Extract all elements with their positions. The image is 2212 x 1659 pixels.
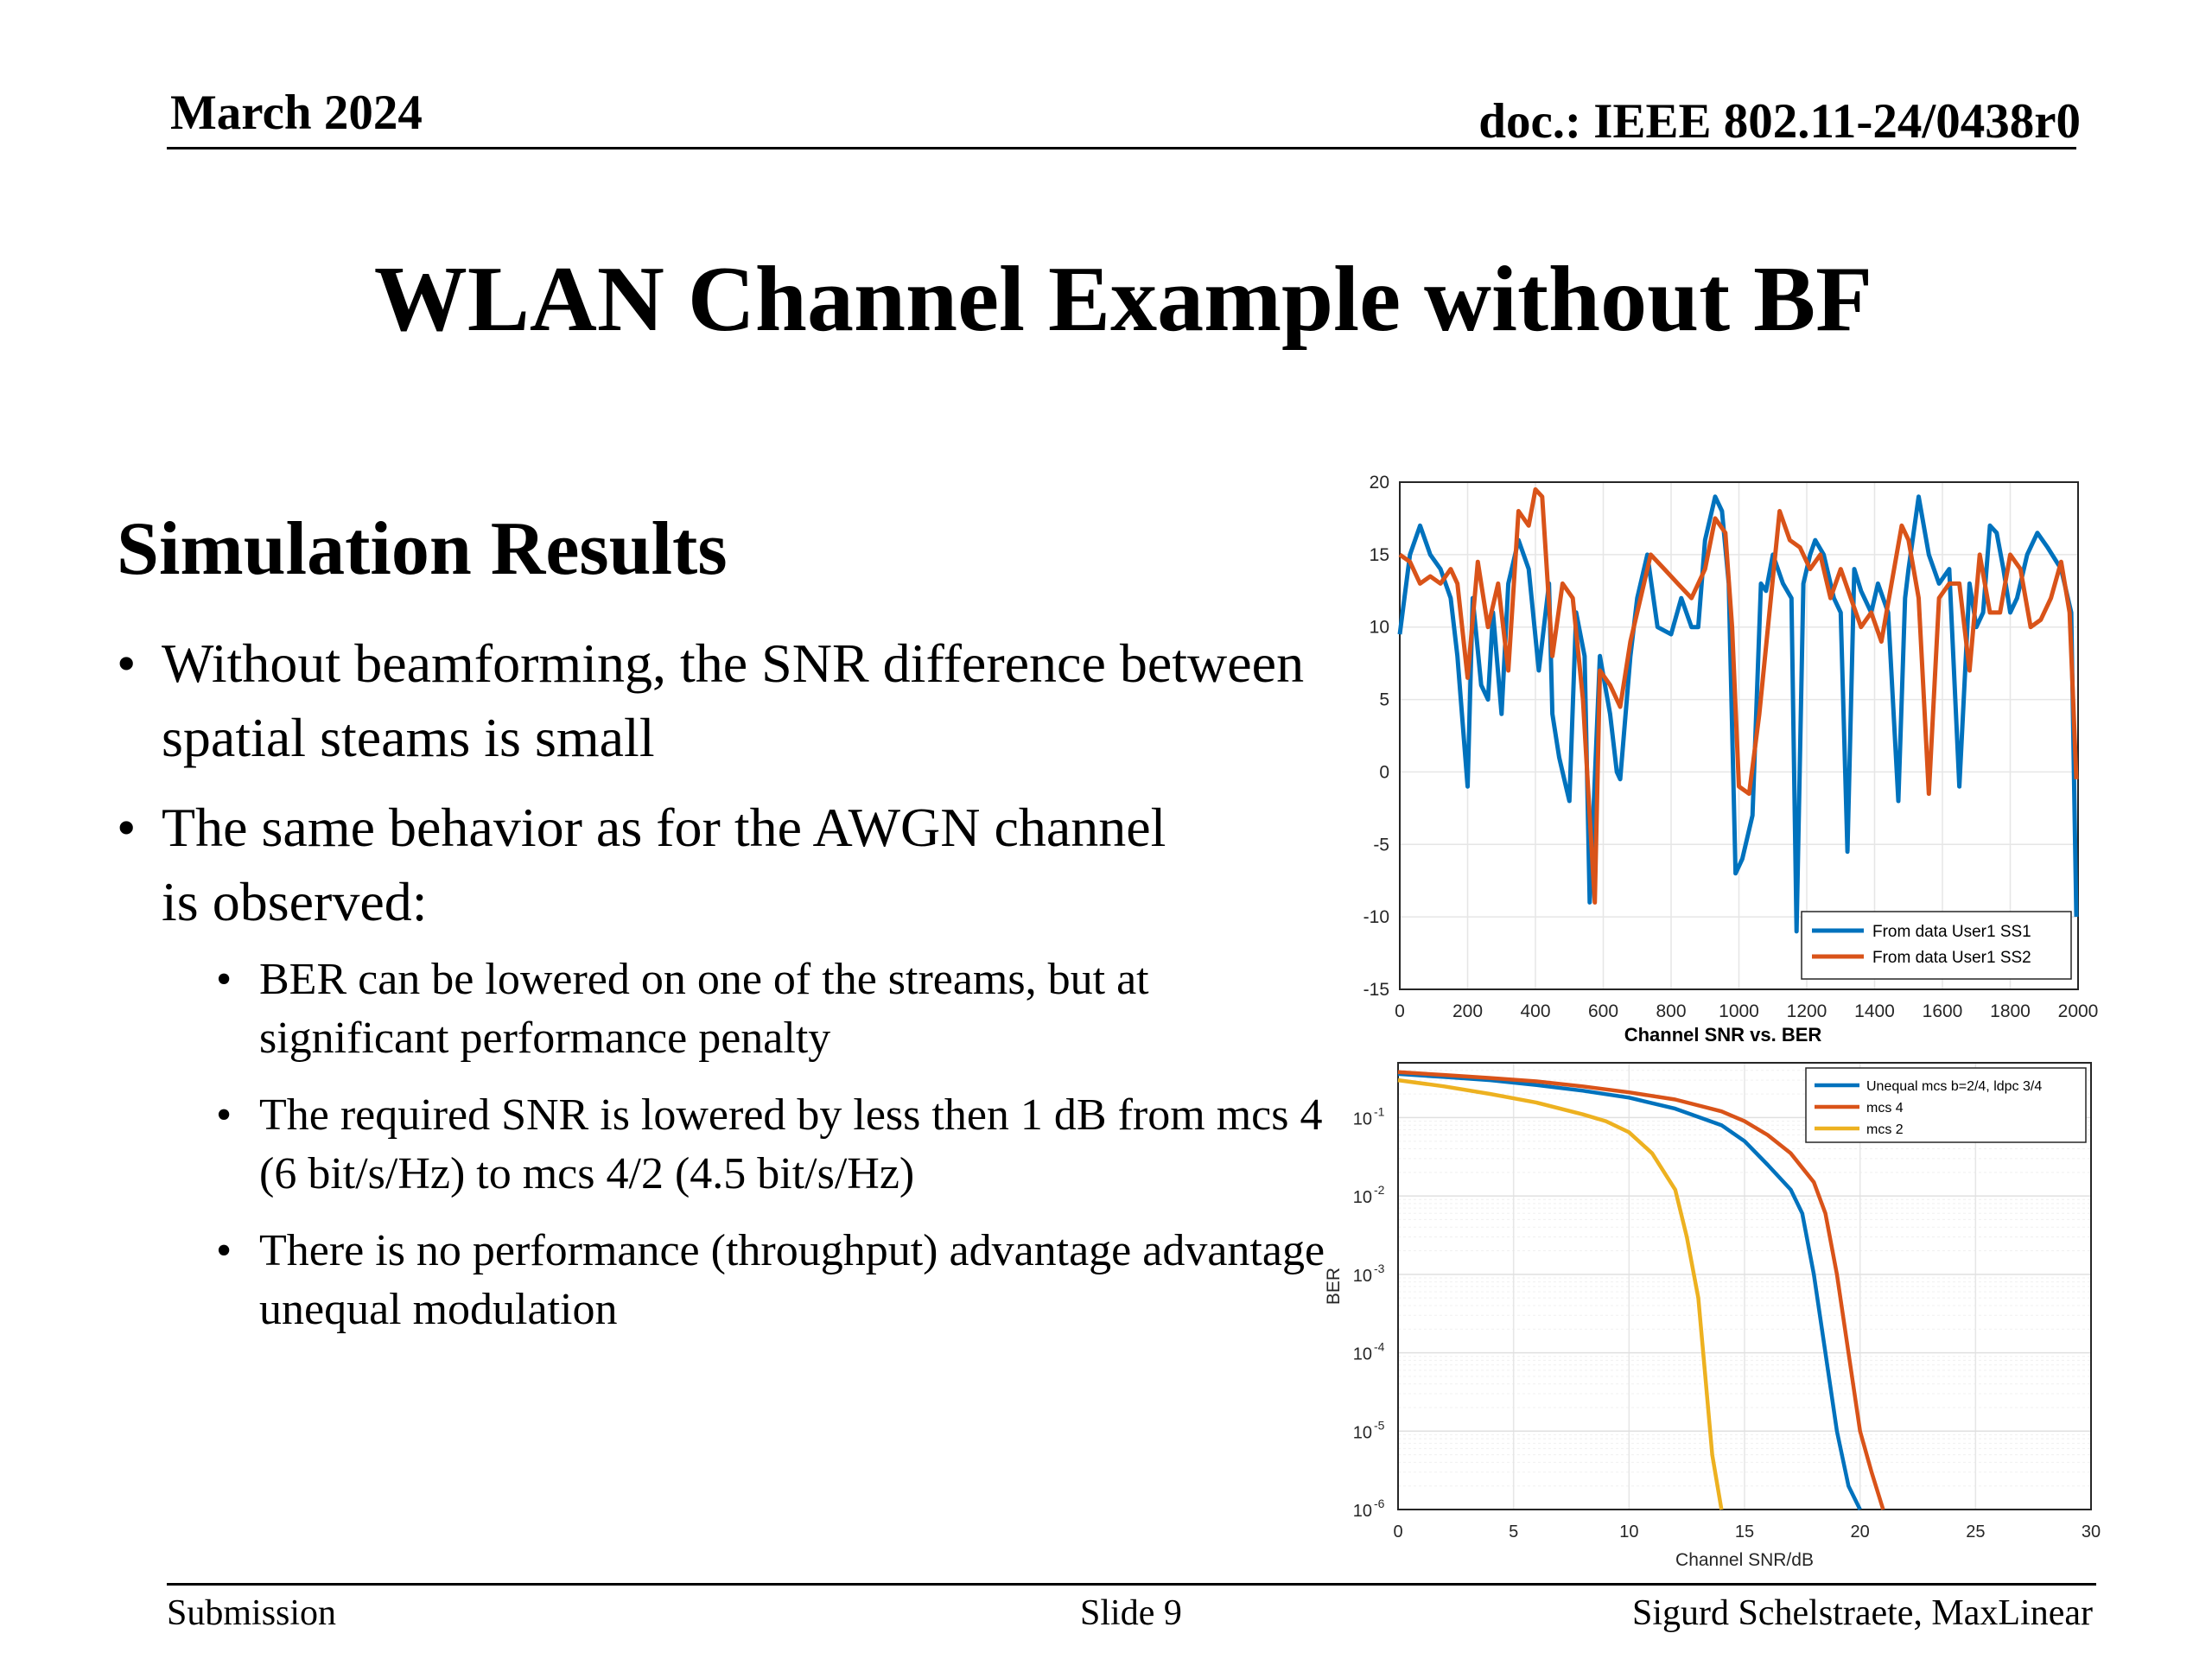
y-tick-exponent: -2 <box>1374 1183 1385 1197</box>
y-tick-label: 0 <box>1379 762 1389 782</box>
plot-frame <box>1399 481 2079 990</box>
legend-label: Unequal mcs b=2/4, ldpc 3/4 <box>1866 1079 2042 1094</box>
x-tick-label: 1200 <box>1787 1001 1827 1021</box>
y-tick-label: 10 <box>1370 618 1389 638</box>
footer-author: Sigurd Schelstraete, MaxLinear <box>1632 1593 2093 1633</box>
sub-bullet-1-text: BER can be lowered on one of the streams… <box>259 955 1149 1063</box>
sub-bullet-3-text: There is no performance (throughput) adv… <box>259 1226 1325 1334</box>
sub-bullet-dot: • <box>216 955 232 1004</box>
header-doc-id: doc.: IEEE 802.11-24/0438r0 <box>1478 94 2081 149</box>
footer-rule <box>167 1583 2096 1586</box>
header-date: March 2024 <box>170 86 423 140</box>
x-tick-label: 600 <box>1588 1001 1618 1021</box>
x-tick-label: 5 <box>1509 1522 1518 1541</box>
bullet-dot: • <box>117 797 137 858</box>
y-tick-base: 10 <box>1353 1345 1372 1364</box>
y-tick-base: 10 <box>1353 1109 1372 1128</box>
y-tick-exponent: -4 <box>1374 1340 1385 1354</box>
chart-title: Channel SNR vs. BER <box>1624 1024 1822 1046</box>
legend-label: mcs 2 <box>1866 1122 1904 1137</box>
y-tick-base: 10 <box>1353 1423 1372 1442</box>
x-tick-label: 25 <box>1966 1522 1985 1541</box>
x-tick-label: 400 <box>1520 1001 1550 1021</box>
legend-label: From data User1 SS1 <box>1872 923 2031 941</box>
x-tick-label: 20 <box>1851 1522 1870 1541</box>
y-tick-exponent: -5 <box>1374 1418 1385 1432</box>
x-tick-label: 1400 <box>1854 1001 1895 1021</box>
y-tick-exponent: -1 <box>1374 1104 1385 1118</box>
footer-submission: Submission <box>167 1593 337 1633</box>
series-line-1 <box>1397 1071 1862 1510</box>
y-tick-exponent: -3 <box>1374 1262 1385 1275</box>
y-tick-label: -5 <box>1373 835 1389 855</box>
x-tick-label: 0 <box>1395 1001 1405 1021</box>
x-tick-label: 15 <box>1735 1522 1754 1541</box>
y-tick-base: 10 <box>1353 1502 1372 1521</box>
x-tick-label: 30 <box>2082 1522 2101 1541</box>
series-line-2 <box>1397 1070 1885 1510</box>
x-axis-label: Channel SNR/dB <box>1675 1550 1814 1570</box>
x-tick-label: 1000 <box>1719 1001 1759 1021</box>
snr-line-chart: 0 200 400 600 800 1000 1200 1400 1600 1800 2000 20 1… <box>1363 473 2099 1021</box>
slide-title: WLAN Channel Example without BF <box>373 248 1873 351</box>
bullet-dot: • <box>117 632 137 694</box>
x-tick-label: 200 <box>1452 1001 1483 1021</box>
y-tick-base: 10 <box>1353 1267 1372 1286</box>
x-tick-label: 1600 <box>1923 1001 1963 1021</box>
sub-bullet-dot: • <box>216 1090 232 1140</box>
y-tick-label: 5 <box>1379 690 1389 710</box>
bullet-2-text: The same behavior as for the AWGN channe… <box>162 797 1166 932</box>
sub-bullet-dot: • <box>216 1226 232 1275</box>
bullet-1-text: Without beamforming, the SNR difference … <box>162 632 1305 768</box>
legend-label: mcs 4 <box>1866 1101 1904 1116</box>
header-rule <box>167 147 2076 149</box>
legend-label: From data User1 SS2 <box>1872 949 2031 967</box>
series-line-2 <box>1398 486 2079 905</box>
y-axis-label: BER <box>1324 1268 1344 1305</box>
section-heading: Simulation Results <box>117 507 728 591</box>
y-tick-exponent: -6 <box>1374 1497 1385 1510</box>
sub-bullet-2-text: The required SNR is lowered by less then… <box>259 1090 1323 1198</box>
y-tick-label: -10 <box>1363 907 1389 927</box>
x-tick-label: 800 <box>1656 1001 1686 1021</box>
y-tick-label: 15 <box>1370 545 1389 565</box>
y-tick-label: 20 <box>1370 473 1389 493</box>
plot-frame <box>1397 1062 2092 1510</box>
x-tick-label: 2000 <box>2058 1001 2099 1021</box>
x-tick-label: 1800 <box>1990 1001 2031 1021</box>
y-tick-base: 10 <box>1353 1188 1372 1207</box>
x-tick-label: 0 <box>1393 1522 1402 1541</box>
x-tick-label: 10 <box>1619 1522 1638 1541</box>
y-tick-label: -15 <box>1363 980 1389 1000</box>
footer-slide-number: Slide 9 <box>1080 1593 1182 1633</box>
legend-box <box>1801 911 2072 980</box>
series-line-3 <box>1397 1077 1724 1510</box>
